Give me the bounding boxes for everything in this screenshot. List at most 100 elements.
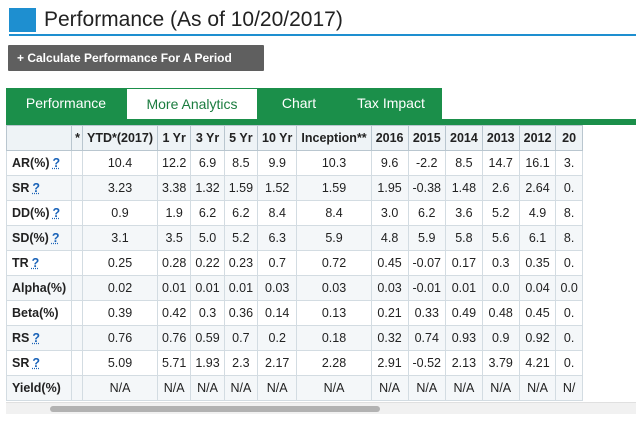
metric-name: TR xyxy=(12,256,29,270)
table-row: SR? 3.23 3.38 1.32 1.59 1.52 1.59 1.95 -0.38 1.48… xyxy=(6,175,583,201)
help-link-icon[interactable]: ? xyxy=(32,331,41,345)
table-cell: 0.25 xyxy=(82,250,158,276)
table-cell: 0.72 xyxy=(296,250,372,276)
table-cell: 0.21 xyxy=(370,300,409,326)
table-cell: 0.42 xyxy=(156,300,192,326)
tab-performance[interactable]: Performance xyxy=(6,88,126,119)
page-header: Performance (As of 10/20/2017) xyxy=(9,6,636,34)
column-header: 2013 xyxy=(481,125,520,151)
table-cell: 16.1 xyxy=(518,150,557,176)
table-cell: 9.6 xyxy=(370,150,409,176)
help-link-icon[interactable]: ? xyxy=(31,256,40,270)
star-cell xyxy=(71,250,83,276)
table-cell: 0.7 xyxy=(257,250,298,276)
table-cell: 5.8 xyxy=(445,225,483,251)
scrollbar-thumb[interactable] xyxy=(50,406,380,412)
tab-more-analytics[interactable]: More Analytics xyxy=(126,88,258,120)
table-cell: 0.48 xyxy=(481,300,520,326)
table-cell: -0.38 xyxy=(407,175,446,201)
title-divider xyxy=(9,34,636,36)
table-cell: 3.1 xyxy=(82,225,158,251)
table-cell: 1.9 xyxy=(156,200,192,226)
table-cell: 0.36 xyxy=(223,300,259,326)
table-cell: 8.4 xyxy=(296,200,372,226)
star-cell xyxy=(71,225,83,251)
row-label: SR? xyxy=(6,350,72,376)
table-cell: 8. xyxy=(555,200,583,226)
table-cell: 0.0 xyxy=(481,275,520,301)
table-cell: 0.0 xyxy=(555,275,583,301)
table-cell: -2.2 xyxy=(407,150,446,176)
table-cell: 6.3 xyxy=(257,225,298,251)
help-link-icon[interactable]: ? xyxy=(32,356,41,370)
table-cell: 5.71 xyxy=(156,350,192,376)
table-cell: N/A xyxy=(481,375,520,401)
analytics-table: * YTD*(2017) 1 Yr 3 Yr 5 Yr 10 Yr Inception** 2… xyxy=(6,125,583,401)
metric-name: AR(%) xyxy=(12,156,50,170)
table-cell: 0.3 xyxy=(190,300,225,326)
table-cell: 0.03 xyxy=(370,275,409,301)
help-link-icon[interactable]: ? xyxy=(51,231,60,245)
table-cell: 8. xyxy=(555,225,583,251)
table-cell: N/A xyxy=(296,375,372,401)
table-cell: N/A xyxy=(82,375,158,401)
table-row: Beta(%) 0.39 0.42 0.3 0.36 0.14 0.13 0.21 0.33 0.… xyxy=(6,300,583,326)
page-title: Performance (As of 10/20/2017) xyxy=(44,8,343,31)
table-cell: 0.01 xyxy=(156,275,192,301)
star-cell xyxy=(71,325,83,351)
table-cell: 12.2 xyxy=(156,150,192,176)
table-cell: 14.7 xyxy=(481,150,520,176)
column-header: 1 Yr xyxy=(156,125,192,151)
horizontal-scrollbar[interactable] xyxy=(6,402,636,414)
help-link-icon[interactable]: ? xyxy=(32,181,41,195)
table-cell: 5.09 xyxy=(82,350,158,376)
table-cell: 3. xyxy=(555,150,583,176)
table-cell: 0.45 xyxy=(518,300,557,326)
table-cell: 6.2 xyxy=(407,200,446,226)
table-cell: 0.04 xyxy=(518,275,557,301)
row-label: Yield(%) xyxy=(6,375,72,401)
help-link-icon[interactable]: ? xyxy=(52,206,61,220)
table-cell: 0.01 xyxy=(445,275,483,301)
table-cell: 0.23 xyxy=(223,250,259,276)
tab-tax-impact[interactable]: Tax Impact xyxy=(340,88,442,119)
star-cell xyxy=(71,300,83,326)
table-cell: 2.91 xyxy=(370,350,409,376)
table-cell: 3.0 xyxy=(370,200,409,226)
column-header: 5 Yr xyxy=(223,125,259,151)
tab-chart[interactable]: Chart xyxy=(258,88,340,119)
row-label: TR? xyxy=(6,250,72,276)
column-header: 10 Yr xyxy=(257,125,298,151)
star-cell xyxy=(71,175,83,201)
star-cell xyxy=(71,275,83,301)
table-cell: 0.35 xyxy=(518,250,557,276)
calculate-performance-button[interactable]: + Calculate Performance For A Period xyxy=(8,45,264,71)
table-cell: 2.17 xyxy=(257,350,298,376)
row-label: AR(%)? xyxy=(6,150,72,176)
metric-name: Alpha(%) xyxy=(12,281,67,295)
metric-name: SD(%) xyxy=(12,231,49,245)
metric-name: DD(%) xyxy=(12,206,50,220)
table-cell: 0. xyxy=(555,250,583,276)
table-cell: 4.8 xyxy=(370,225,409,251)
table-cell: N/A xyxy=(156,375,192,401)
table-cell: N/ xyxy=(555,375,583,401)
table-cell: 8.5 xyxy=(223,150,259,176)
table-cell: N/A xyxy=(223,375,259,401)
table-cell: 0.2 xyxy=(257,325,298,351)
table-cell: 3.79 xyxy=(481,350,520,376)
table-cell: 10.3 xyxy=(296,150,372,176)
help-link-icon[interactable]: ? xyxy=(52,156,61,170)
table-cell: 0.22 xyxy=(190,250,225,276)
table-cell: 5.2 xyxy=(223,225,259,251)
table-cell: 0.76 xyxy=(82,325,158,351)
table-cell: 1.32 xyxy=(190,175,225,201)
table-cell: N/A xyxy=(257,375,298,401)
table-cell: 0.9 xyxy=(82,200,158,226)
column-header: 2012 xyxy=(518,125,557,151)
table-cell: 5.0 xyxy=(190,225,225,251)
table-cell: 0.3 xyxy=(481,250,520,276)
table-cell: 0.03 xyxy=(296,275,372,301)
header-metric xyxy=(6,125,72,151)
metric-name: SR xyxy=(12,356,30,370)
